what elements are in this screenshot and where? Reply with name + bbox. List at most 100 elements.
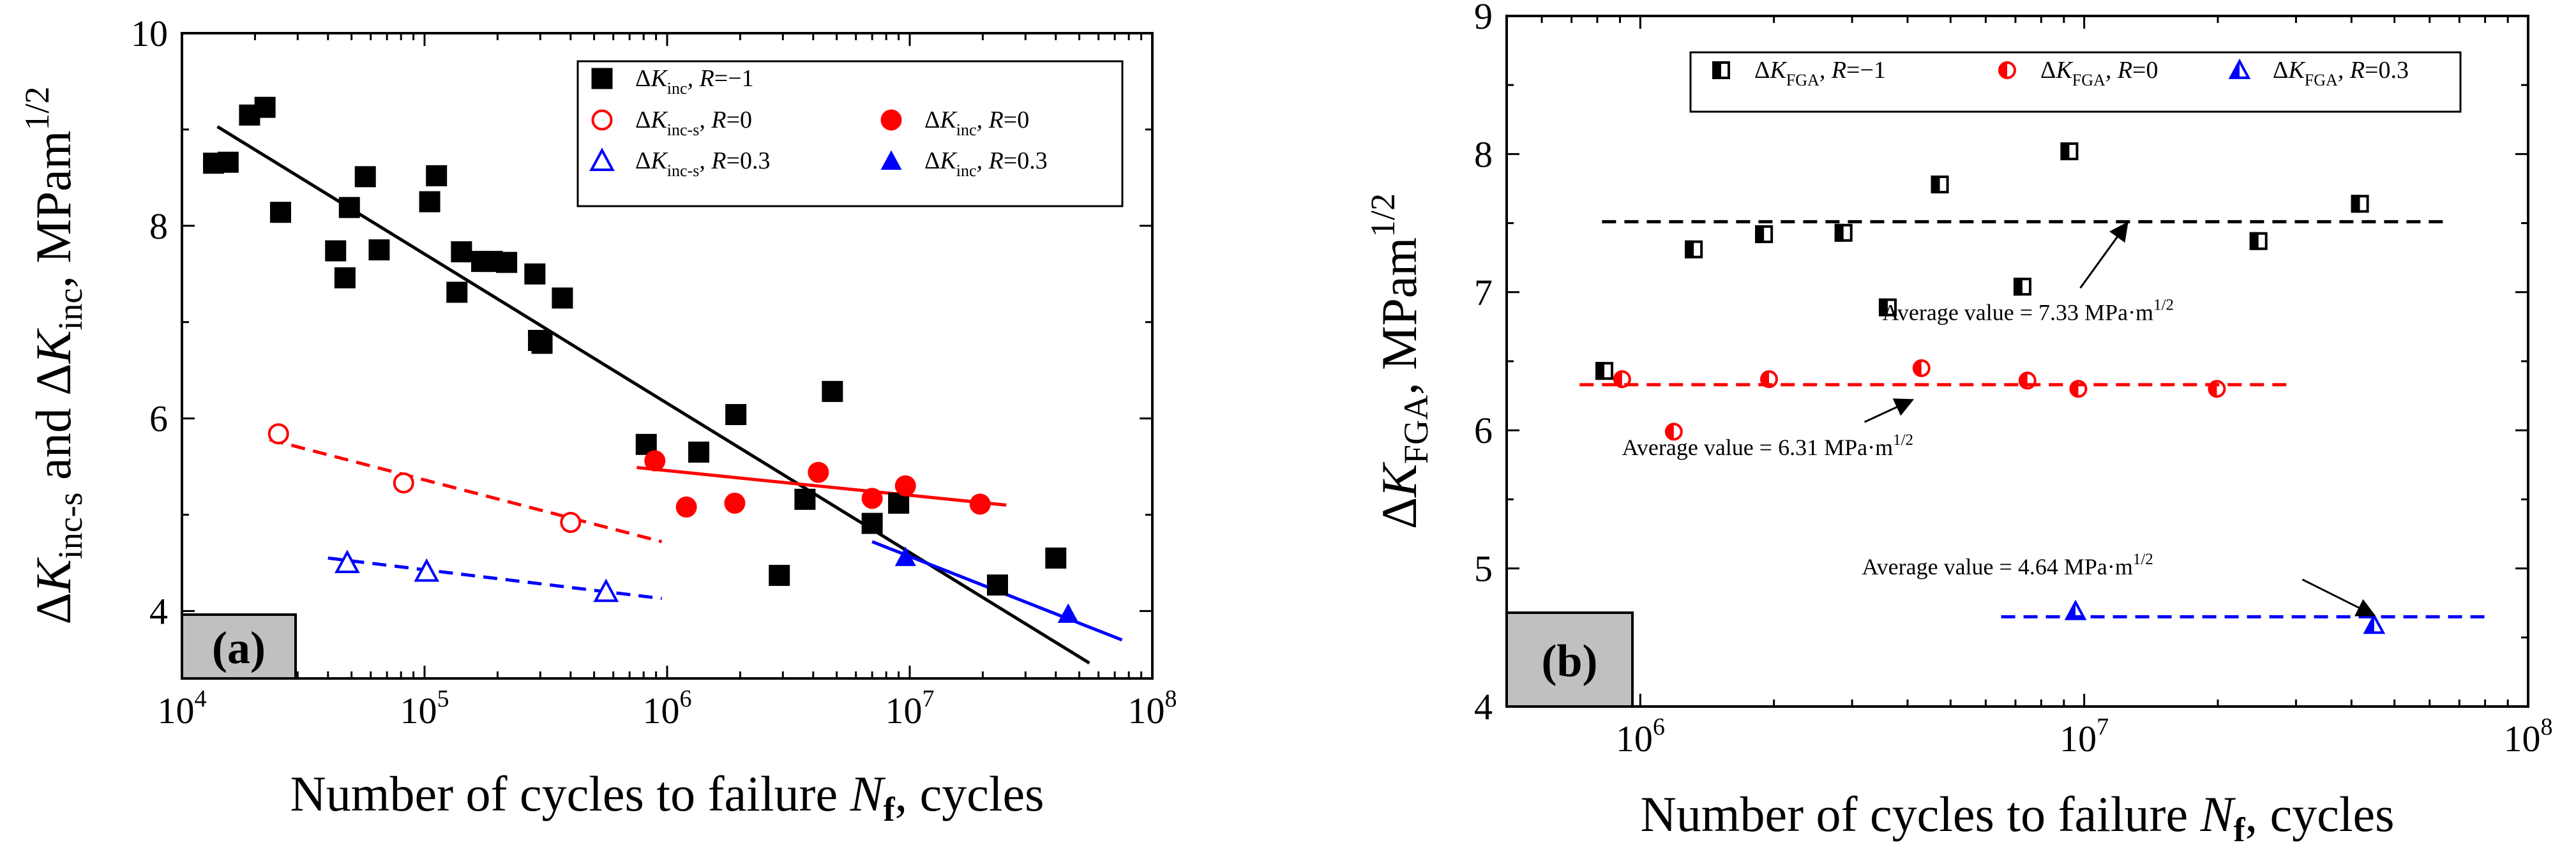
legend-r-value: =0.3 <box>1004 147 1048 174</box>
legend-delta: Δ <box>635 107 651 133</box>
data-point <box>688 441 710 463</box>
data-point <box>808 461 829 483</box>
data-point <box>724 492 746 514</box>
data-point <box>675 496 697 518</box>
legend-r: , R <box>1819 57 1846 84</box>
legend-k: K <box>650 65 668 92</box>
y-tick-text: 8 <box>1474 133 1493 175</box>
series-2 <box>644 450 991 518</box>
legend-r: , R <box>2105 57 2132 84</box>
y-tick-label: 5 <box>1474 548 1493 590</box>
data-point <box>1664 423 1683 441</box>
data-point <box>969 493 991 515</box>
annotation-arrow <box>2079 221 2128 289</box>
data-point <box>2249 232 2268 250</box>
y-tick-label: 7 <box>1474 272 1493 313</box>
x-tick-exponent: 7 <box>923 685 935 712</box>
panel-label-text: (a) <box>212 622 266 673</box>
data-point <box>1045 547 1067 569</box>
legend-sub: FGA <box>2305 71 2338 89</box>
x-title-text: Number of cycles to failure <box>290 766 850 821</box>
y-tick-text: 6 <box>149 398 168 440</box>
legend-k: K <box>2055 57 2073 84</box>
y-axis-title: ΔKinc-s and ΔKinc, MPam1/2 <box>18 86 89 624</box>
legend-r: , R <box>699 147 726 174</box>
y-tick-text: 10 <box>131 13 168 54</box>
data-point <box>894 546 916 566</box>
data-point <box>2060 142 2079 161</box>
y-tick-label: 6 <box>149 398 168 440</box>
legend-k: K <box>939 107 957 133</box>
panel-label-text: (b) <box>1542 636 1598 687</box>
data-point <box>338 197 360 218</box>
data-point <box>1912 359 1931 377</box>
data-point <box>861 513 883 534</box>
series-0 <box>203 96 1067 596</box>
x-title-subscript: f <box>2234 811 2246 849</box>
data-point <box>2363 613 2386 634</box>
data-point <box>496 251 518 273</box>
y-tick-label: 8 <box>149 206 168 247</box>
y-title-delta: Δ <box>1371 497 1427 529</box>
data-point <box>2064 599 2087 620</box>
data-point <box>1931 176 1949 194</box>
data-point <box>451 241 472 263</box>
y-axis-title: ΔKFGA, MPam1/2 <box>1364 193 1435 529</box>
legend-k: K <box>1769 57 1787 84</box>
legend-r-value: =0 <box>1004 107 1029 133</box>
y-tick-text: 7 <box>1474 272 1493 313</box>
x-title-symbol: N <box>850 766 886 821</box>
legend-delta: Δ <box>635 147 651 174</box>
y-title-sub: inc <box>51 288 89 331</box>
data-point <box>2208 380 2226 398</box>
y-tick-label: 10 <box>131 13 168 54</box>
legend-delta: Δ <box>635 65 651 92</box>
data-point <box>531 333 553 354</box>
series-1 <box>267 423 582 534</box>
data-point <box>2013 278 2031 296</box>
data-point <box>769 565 790 587</box>
legend-item: ΔKinc-s, R=0.3 <box>589 147 771 180</box>
legend-marker <box>2228 58 2251 79</box>
data-point <box>446 281 468 303</box>
legend-delta: Δ <box>2040 57 2056 84</box>
data-point <box>794 488 816 510</box>
legend-delta: Δ <box>924 147 940 174</box>
x-tick-base: 10 <box>1128 690 1165 731</box>
y-title-delta: Δ <box>26 592 81 624</box>
data-point <box>2351 195 2369 213</box>
series-2 <box>2064 599 2386 634</box>
series-1 <box>1613 359 2226 441</box>
y-title-sup: 1/2 <box>18 86 56 130</box>
legend-sub: inc <box>956 121 977 139</box>
y-tick-label: 4 <box>149 590 168 632</box>
annotation-arrow <box>2301 578 2376 617</box>
data-point <box>1834 223 1853 242</box>
data-point <box>2069 380 2088 398</box>
data-point <box>861 488 883 509</box>
legend-label: ΔKFGA, R=0.3 <box>2273 57 2409 89</box>
legend-item: ΔKFGA, R=0.3 <box>2228 57 2409 89</box>
panel-label-box <box>181 613 297 680</box>
y-tick-label: 9 <box>1474 0 1493 37</box>
annotation-sup: 1/2 <box>2133 551 2153 568</box>
legend-item: ΔKinc-s, R=0 <box>591 107 752 139</box>
data-point <box>593 578 619 602</box>
y-tick-text: 4 <box>1474 686 1493 728</box>
annotation-sup: 1/2 <box>2153 296 2174 313</box>
annotation-arrow <box>1864 398 1915 423</box>
annotation-value: Average value = 7.33 MPa·m <box>1883 299 2154 325</box>
x-tick-label: 104 <box>158 685 207 731</box>
x-tick-exponent: 8 <box>1165 685 1177 712</box>
legend-marker <box>880 109 902 131</box>
y-tick-text: 6 <box>1474 410 1493 451</box>
x-tick-base: 10 <box>1616 718 1653 760</box>
legend-delta: Δ <box>1754 57 1770 84</box>
panel-label: (a) <box>212 622 266 673</box>
x-title-symbol: N <box>2200 786 2236 842</box>
legend-sub: FGA <box>2072 71 2105 89</box>
series-3 <box>335 550 619 602</box>
data-point <box>217 151 239 173</box>
